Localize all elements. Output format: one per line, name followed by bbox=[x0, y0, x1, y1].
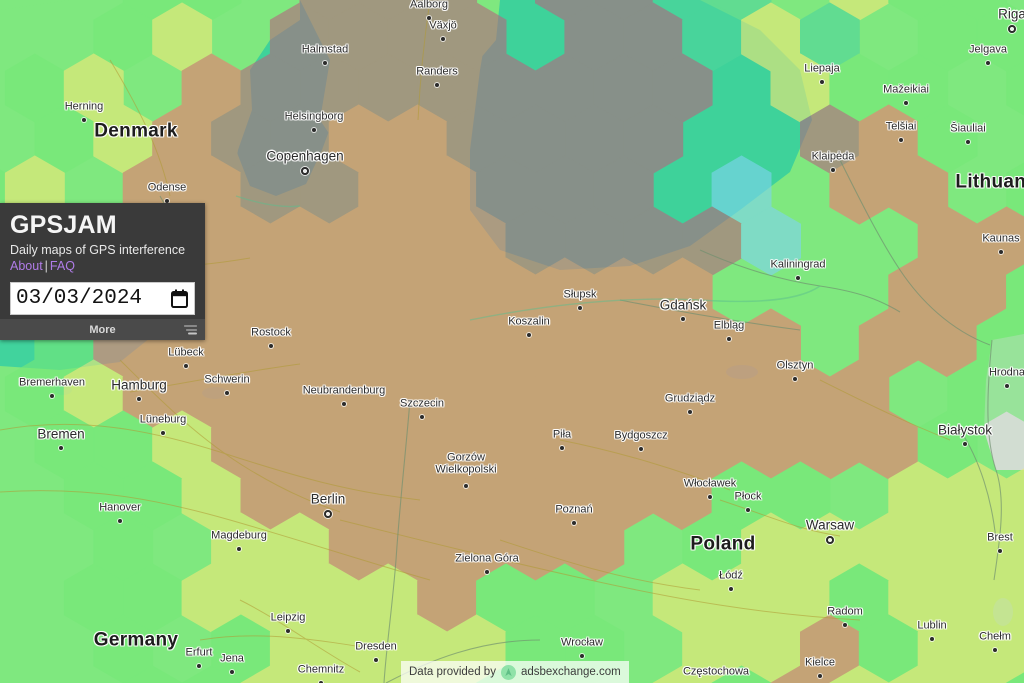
interference-hex[interactable] bbox=[1006, 666, 1024, 683]
interference-hex[interactable] bbox=[299, 665, 360, 683]
panel-subtitle: Daily maps of GPS interference bbox=[10, 243, 186, 257]
interference-hex[interactable] bbox=[829, 665, 890, 683]
adsbexchange-link[interactable]: adsbexchange.com bbox=[520, 666, 621, 678]
interference-hex[interactable] bbox=[240, 665, 301, 683]
menu-toggle-icon[interactable] bbox=[184, 325, 197, 335]
calendar-icon[interactable] bbox=[171, 289, 188, 309]
interference-hex[interactable] bbox=[93, 614, 154, 683]
interference-hex[interactable] bbox=[1006, 462, 1024, 530]
more-toggle-bar[interactable]: More bbox=[0, 319, 205, 341]
more-label: More bbox=[89, 323, 116, 336]
interference-hex[interactable] bbox=[1006, 258, 1024, 326]
info-panel: GPSJAM Daily maps of GPS interference Ab… bbox=[0, 203, 205, 341]
date-input[interactable]: 03/03/2024 bbox=[10, 282, 195, 316]
interference-hex[interactable] bbox=[770, 665, 831, 683]
interference-hex[interactable] bbox=[1006, 564, 1024, 632]
about-link[interactable]: About bbox=[10, 259, 43, 274]
interference-hex[interactable] bbox=[652, 665, 713, 683]
adsbexchange-logo-icon bbox=[500, 664, 516, 680]
interference-hex[interactable] bbox=[976, 614, 1024, 683]
link-separator: | bbox=[44, 259, 48, 274]
page-title: GPSJAM bbox=[10, 211, 117, 239]
interference-hex[interactable] bbox=[888, 665, 949, 683]
interference-hex[interactable] bbox=[181, 665, 242, 683]
interference-hex[interactable] bbox=[1006, 156, 1024, 224]
faq-link[interactable]: FAQ bbox=[49, 259, 75, 274]
interference-hex[interactable] bbox=[711, 665, 772, 683]
interference-hex[interactable] bbox=[122, 665, 183, 683]
interference-hex[interactable] bbox=[741, 206, 801, 276]
map-attribution: Data provided by adsbexchange.com bbox=[401, 661, 629, 683]
interference-hex[interactable] bbox=[947, 665, 1008, 683]
interference-hex[interactable] bbox=[1006, 360, 1024, 428]
attribution-prefix: Data provided by bbox=[409, 666, 496, 678]
date-input-value[interactable]: 03/03/2024 bbox=[16, 287, 143, 311]
interference-hex[interactable] bbox=[1006, 54, 1024, 122]
panel-links: About | FAQ bbox=[10, 259, 195, 274]
